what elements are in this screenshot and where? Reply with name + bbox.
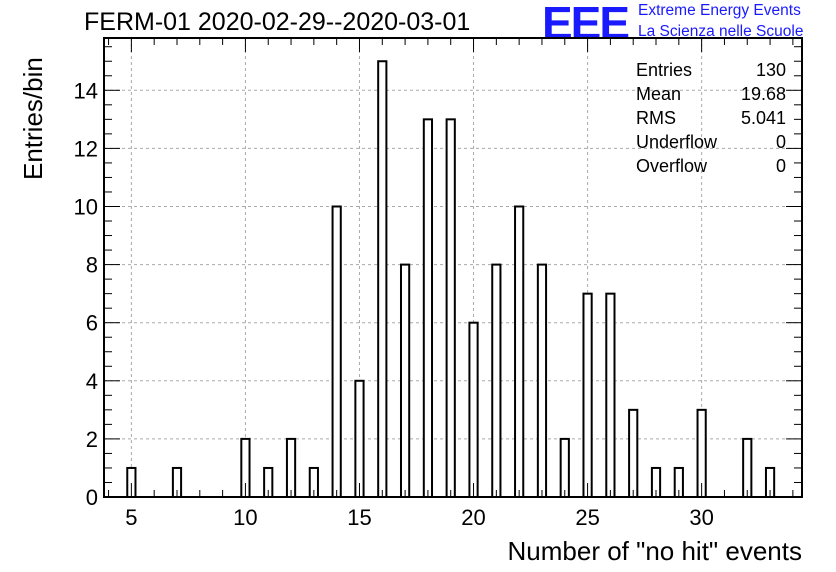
y-tick-label: 2: [86, 427, 98, 452]
histogram-bar: [422, 118, 434, 499]
stats-value: 0: [775, 132, 786, 152]
logo-line-2: La Scienza nelle Scuole: [638, 23, 804, 40]
y-tick-label: 4: [86, 369, 98, 394]
y-tick-label: 0: [86, 485, 98, 510]
histogram-bar: [491, 263, 502, 498]
stats-row: RMS 5.041: [636, 106, 786, 130]
histogram-bar: [742, 437, 753, 499]
x-tick-label: 10: [233, 505, 257, 530]
histogram-bar: [399, 263, 411, 498]
x-tick-label: 25: [575, 505, 599, 530]
y-tick-label: 12: [74, 136, 98, 161]
x-axis-title: Number of "no hit" events: [507, 536, 803, 566]
stats-row: Overflow 0: [636, 154, 786, 178]
stats-row: Entries 130: [636, 58, 786, 82]
stats-value: 0: [775, 156, 786, 176]
y-axis-title: Entries/bin: [18, 57, 48, 180]
histogram-bar: [536, 263, 548, 498]
x-tick-label: 30: [689, 505, 713, 530]
chart-title: FERM-01 2020-02-29--2020-03-01: [84, 8, 471, 36]
histogram-bar: [628, 408, 639, 499]
y-tick-label: 14: [74, 78, 98, 103]
y-tick-label: 8: [86, 253, 98, 278]
y-tick-label: 10: [74, 194, 98, 219]
plot-frame: [103, 37, 803, 498]
stats-label: Entries: [636, 60, 693, 80]
stats-label: RMS: [636, 108, 676, 128]
histogram-bar: [377, 60, 388, 498]
stats-row: Underflow 0: [636, 130, 786, 154]
stats-value: 19.68: [740, 84, 786, 104]
histogram-bar: [445, 118, 456, 499]
histogram-bar: [331, 205, 342, 498]
stats-box: Entries 130 Mean 19.68 RMS 5.041 Underflow 0 Ove…: [636, 58, 786, 178]
stats-value: 130: [755, 60, 786, 80]
logo-line-1: Extreme Energy Events: [638, 2, 801, 19]
histogram-bar: [605, 292, 616, 498]
stats-row: Mean 19.68: [636, 82, 786, 106]
stats-label: Underflow: [636, 132, 718, 152]
histogram-bar: [285, 437, 297, 499]
histogram-bar: [582, 292, 593, 498]
histogram-bar: [514, 205, 525, 498]
histogram-bar: [559, 437, 570, 499]
y-tick-label: 6: [86, 311, 98, 336]
x-tick-label: 5: [125, 505, 137, 530]
stats-label: Mean: [636, 84, 682, 104]
x-tick-label: 20: [461, 505, 485, 530]
histogram-bar: [468, 321, 479, 498]
stats-value: 5.041: [740, 108, 786, 128]
stats-label: Overflow: [636, 156, 708, 176]
x-tick-label: 15: [347, 505, 371, 530]
histogram-bar: [354, 379, 365, 498]
